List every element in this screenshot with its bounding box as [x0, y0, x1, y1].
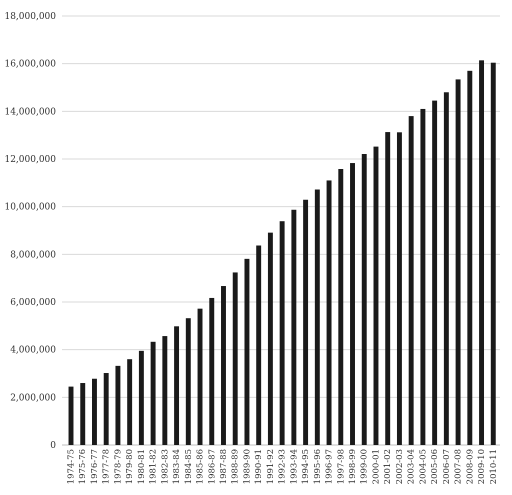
- bar-1981-82: [150, 341, 156, 445]
- x-tick-label: 1981-82: [149, 449, 159, 484]
- x-tick-label: 1992-93: [278, 449, 288, 484]
- x-tick-label: 2008-09: [465, 449, 475, 484]
- x-tick-label: 2002-03: [395, 449, 405, 484]
- y-tick-label: 18,000,000: [4, 12, 56, 22]
- bar-1993-94: [291, 209, 297, 445]
- bar-1997-98: [338, 169, 344, 445]
- bar-1976-77: [92, 378, 97, 445]
- x-tick-label: 1986-87: [207, 449, 217, 484]
- bar-2009-10: [479, 60, 485, 445]
- bar-1990-91: [256, 245, 262, 445]
- bar-1983-84: [174, 326, 180, 445]
- bar-1982-83: [162, 336, 168, 445]
- x-tick-label: 1994-95: [301, 449, 311, 484]
- bar-1987-88: [221, 286, 226, 445]
- x-tick-label: 1987-88: [219, 449, 229, 484]
- bar-1978-79: [115, 365, 121, 445]
- bars: [68, 60, 496, 446]
- bar-2010-11: [490, 62, 496, 446]
- y-axis-ticks: 0 2,000,000 4,000,000 6,000,000 8,000,000 10,…: [4, 12, 56, 451]
- bar-1985-86: [197, 308, 203, 445]
- y-tick-label: 16,000,000: [4, 60, 56, 70]
- x-tick-label: 1990-91: [254, 449, 264, 484]
- bar-1979-80: [127, 359, 133, 445]
- bar-1991-92: [267, 232, 273, 445]
- y-tick-label: 2,000,000: [10, 393, 56, 403]
- bar-2006-07: [443, 92, 449, 446]
- bar-1974-75: [68, 386, 74, 445]
- bar-2000-01: [373, 146, 379, 446]
- x-tick-label: 1985-86: [196, 449, 206, 484]
- bar-1998-99: [350, 163, 355, 446]
- y-tick-label: 14,000,000: [4, 107, 56, 117]
- x-tick-label: 1991-92: [266, 449, 276, 484]
- x-tick-label: 1974-75: [67, 449, 77, 484]
- bar-1988-89: [232, 272, 238, 445]
- x-tick-label: 1996-97: [325, 449, 335, 484]
- x-tick-label: 1980-81: [137, 449, 147, 484]
- bar-1996-97: [326, 180, 332, 445]
- x-tick-label: 1998-99: [348, 449, 358, 484]
- x-tick-label: 1975-76: [78, 449, 88, 484]
- x-tick-label: 2006-07: [442, 449, 452, 484]
- bar-2003-04: [408, 116, 414, 445]
- x-tick-label: 1988-89: [231, 449, 241, 484]
- bar-2001-02: [385, 132, 391, 445]
- x-tick-label: 1995-96: [313, 449, 323, 484]
- y-tick-label: 0: [50, 441, 56, 451]
- bar-2007-08: [455, 79, 461, 446]
- y-tick-label: 10,000,000: [4, 203, 56, 213]
- x-tick-label: 2007-08: [454, 449, 464, 484]
- x-tick-label: 1976-77: [90, 449, 100, 484]
- bar-2002-03: [396, 132, 402, 445]
- bar-1984-85: [185, 318, 191, 445]
- bar-2008-09: [467, 70, 473, 445]
- y-tick-label: 8,000,000: [10, 250, 56, 260]
- x-tick-label: 1997-98: [336, 449, 346, 484]
- x-tick-label: 2010-11: [489, 449, 499, 484]
- x-tick-label: 1983-84: [172, 449, 182, 484]
- bar-1986-87: [209, 297, 215, 445]
- x-tick-label: 2004-05: [418, 449, 428, 484]
- bar-1992-93: [279, 221, 285, 445]
- x-tick-label: 1979-80: [125, 449, 135, 484]
- bar-2004-05: [420, 108, 426, 445]
- x-tick-label: 1982-83: [160, 449, 170, 484]
- x-tick-label: 2001-02: [383, 449, 393, 484]
- bar-1977-78: [103, 373, 109, 445]
- x-tick-label: 2000-01: [371, 449, 381, 484]
- bar-1994-95: [303, 199, 309, 445]
- bar-1999-00: [361, 154, 367, 445]
- x-axis-ticks: 1974-75 1975-76 1976-77 1977-78 1978-79 1979-…: [67, 449, 499, 484]
- x-tick-label: 2003-04: [407, 449, 417, 484]
- x-tick-label: 1989-90: [242, 449, 252, 484]
- bar-1995-96: [314, 189, 320, 445]
- x-tick-label: 1978-79: [113, 449, 123, 484]
- bar-1975-76: [80, 383, 86, 445]
- x-tick-label: 1993-94: [289, 449, 299, 484]
- x-tick-label: 2009-10: [477, 449, 487, 484]
- x-tick-label: 1977-78: [102, 449, 112, 484]
- y-tick-label: 6,000,000: [10, 298, 56, 308]
- bar-1989-90: [244, 258, 250, 445]
- bar-2005-06: [432, 100, 438, 446]
- y-tick-label: 12,000,000: [4, 155, 56, 165]
- x-tick-label: 2005-06: [430, 449, 440, 484]
- x-tick-label: 1999-00: [360, 449, 370, 484]
- x-tick-label: 1984-85: [184, 449, 194, 484]
- y-tick-label: 4,000,000: [10, 346, 56, 356]
- bar-1980-81: [138, 350, 144, 445]
